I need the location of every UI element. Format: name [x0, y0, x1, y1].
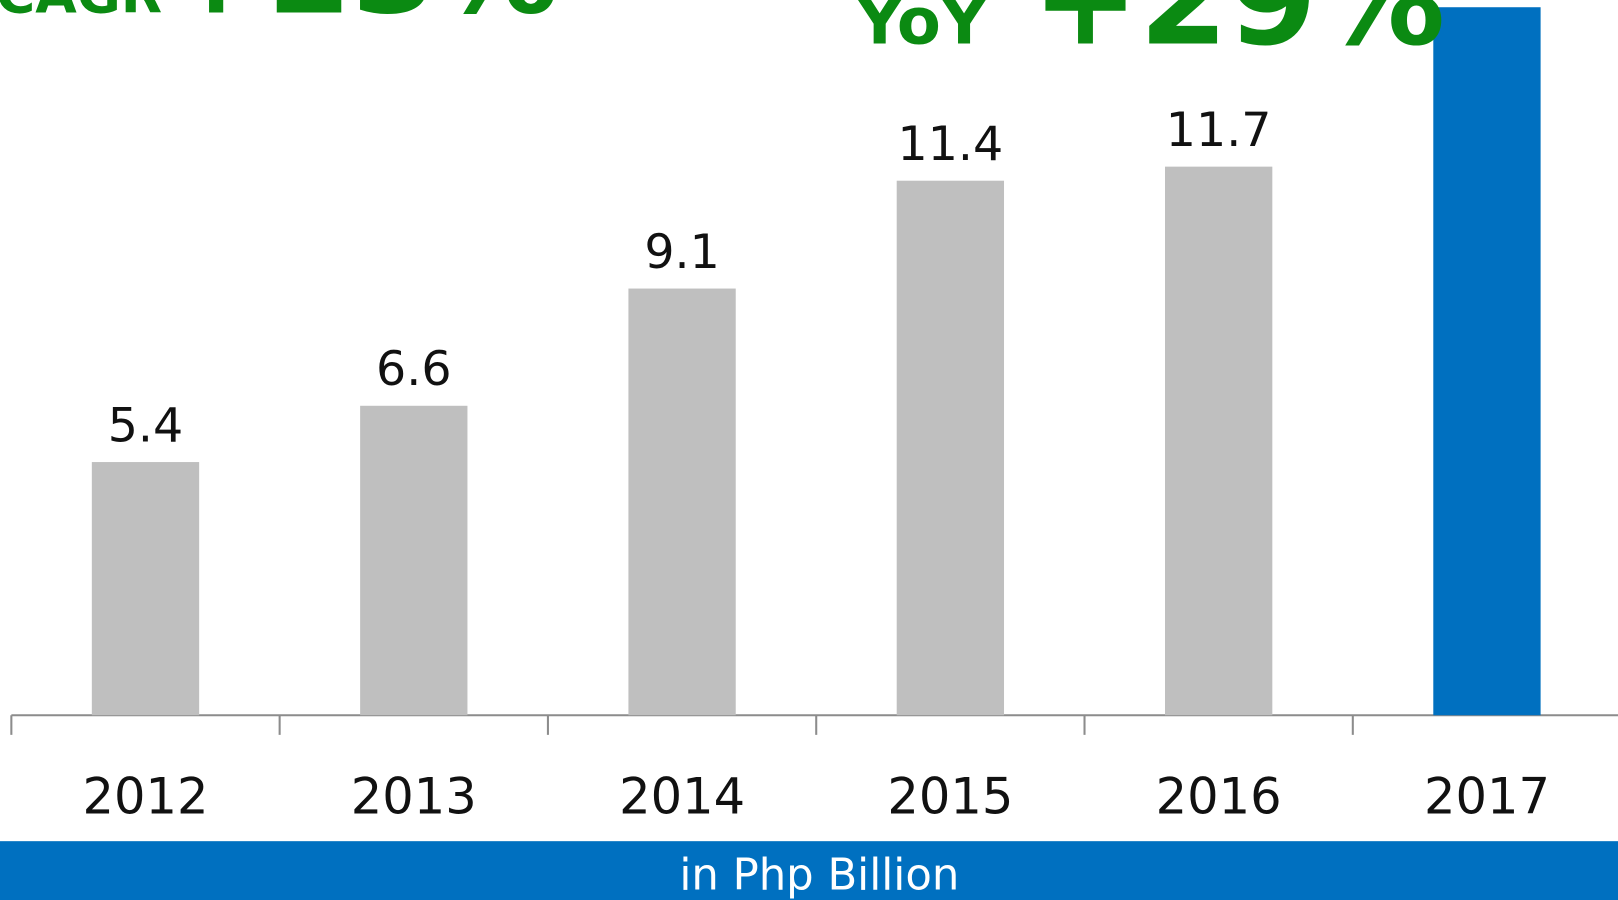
annotation: +29%: [1032, 0, 1445, 74]
x-tick-label: 2013: [351, 767, 477, 825]
value-label: 6.6: [376, 342, 451, 397]
value-label: 11.7: [1166, 103, 1272, 158]
x-tick-label: 2016: [1156, 767, 1282, 825]
x-tick-label: 2014: [619, 767, 745, 825]
footer-band: [0, 841, 1618, 900]
value-label: 5.4: [108, 398, 183, 453]
x-tick-label: 2012: [82, 767, 208, 825]
bar: [1165, 166, 1273, 716]
bar: [360, 405, 468, 716]
bar: [896, 180, 1005, 716]
footer-text: in Php Billion: [679, 851, 959, 900]
bar: [1433, 7, 1541, 716]
annotation: CAGR: [0, 0, 162, 25]
bar: [628, 288, 736, 716]
value-label: 9.1: [644, 225, 719, 280]
value-label: 11.4: [898, 117, 1004, 172]
bar: [91, 462, 200, 716]
annotation: YoY: [855, 0, 987, 59]
x-tick-label: 2017: [1424, 767, 1550, 825]
annotation: +23%: [165, 0, 558, 41]
x-tick-label: 2015: [887, 767, 1013, 825]
